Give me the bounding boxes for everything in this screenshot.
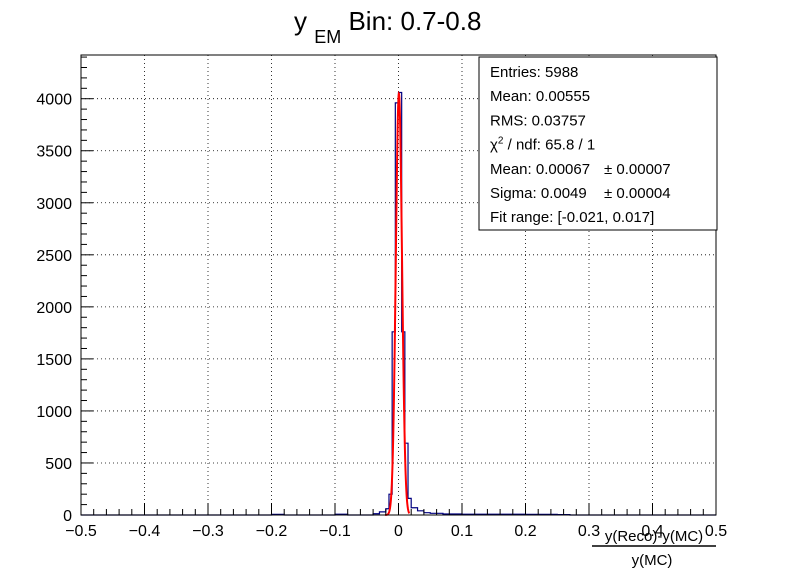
stats-box: Entries: 5988 Mean: 0.00555 RMS: 0.03757 χ2… xyxy=(478,56,718,231)
x-tick-label: 0.3 xyxy=(578,523,600,540)
x-tick-label: 0.4 xyxy=(641,523,663,540)
y-axis-ticks: 0 500 1000 1500 2000 2500 3000 3500 4000 xyxy=(36,56,93,525)
x-tick-label: 0.2 xyxy=(514,523,536,540)
stats-row-label: Mean: 0.00555 xyxy=(490,88,590,105)
x-axis-title: y(Reco)-y(MC) y(MC) xyxy=(592,528,716,569)
chart-title-sub: EM xyxy=(314,27,341,47)
y-tick-label: 2000 xyxy=(36,300,72,317)
x-tick-label: 0.5 xyxy=(705,523,727,540)
x-tick-label: −0.3 xyxy=(192,523,224,540)
stats-row-label: Sigma: 0.0049 xyxy=(490,185,587,202)
y-tick-label: 1000 xyxy=(36,404,72,421)
stats-row-label: Fit range: [-0.021, 0.017] xyxy=(490,209,654,226)
stats-row-label: χ2 / ndf: 65.8 / 1 xyxy=(490,136,595,154)
stats-row-label: Mean: 0.00067 xyxy=(490,161,590,178)
fit-curve xyxy=(385,90,411,516)
chart-title-rest: Bin: 0.7-0.8 xyxy=(348,6,481,36)
y-tick-label: 1500 xyxy=(36,352,72,369)
x-axis-title-denominator: y(MC) xyxy=(632,552,673,569)
chart-title-main: y xyxy=(294,6,307,36)
x-tick-label: 0 xyxy=(394,523,403,540)
y-tick-label: 500 xyxy=(45,456,72,473)
x-tick-label: −0.1 xyxy=(319,523,351,540)
y-tick-label: 2500 xyxy=(36,248,72,265)
stats-row-value: ± 0.00007 xyxy=(604,161,671,178)
x-tick-label: 0.1 xyxy=(451,523,473,540)
stats-box-frame xyxy=(478,56,718,231)
y-tick-label: 0 xyxy=(63,508,72,525)
stats-box-rows: Entries: 5988 Mean: 0.00555 RMS: 0.03757 χ2… xyxy=(490,64,671,226)
x-tick-label: −0.2 xyxy=(256,523,288,540)
x-tick-label: −0.4 xyxy=(129,523,161,540)
y-tick-label: 3500 xyxy=(36,144,72,161)
x-axis-ticks: −0.5 −0.4 −0.3 −0.2 −0.1 0 0.1 0.2 0.3 0.4 0.5 xyxy=(65,503,727,540)
chart-title: y EM Bin: 0.7-0.8 xyxy=(294,6,481,49)
stats-row-value: ± 0.00004 xyxy=(604,185,671,202)
x-tick-label: −0.5 xyxy=(65,523,97,540)
x-axis-title-numerator: y(Reco)-y(MC) xyxy=(605,528,703,545)
y-tick-label: 3000 xyxy=(36,196,72,213)
fit-curve-series xyxy=(385,90,411,516)
stats-row-label: RMS: 0.03757 xyxy=(490,112,586,129)
stats-row-label: Entries: 5988 xyxy=(490,64,578,81)
y-tick-label: 4000 xyxy=(36,92,72,109)
